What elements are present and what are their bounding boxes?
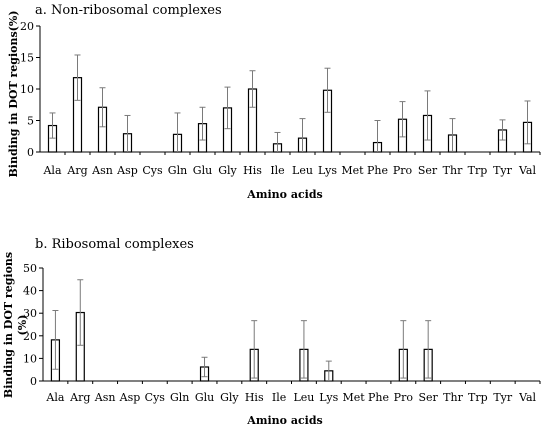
x-tick-label: Arg [69, 391, 90, 404]
bars [47, 77, 533, 153]
x-tick-label: Gly [220, 391, 239, 404]
y-axis-label-line-2: (%) [16, 315, 29, 336]
x-ticks: Ala Arg Asn Asp Cys Gln Glu Gly His Ile Leu Lys Met P… [42, 152, 541, 177]
x-tick-label: Met [343, 391, 366, 404]
chart-ribosomal: b. Ribosomal complexes Binding in DOT re… [2, 237, 541, 427]
x-tick-label: Pro [394, 391, 414, 404]
x-tick-label: His [243, 164, 262, 177]
x-tick-label: Gly [218, 164, 237, 177]
y-tick-label: 50 [23, 262, 37, 275]
x-axis-label: Amino acids [246, 188, 322, 201]
x-tick-label: Met [341, 164, 364, 177]
x-tick-label: Arg [66, 164, 87, 177]
x-tick-label: Phe [367, 164, 388, 177]
error-bars [52, 279, 432, 382]
bars [50, 311, 433, 382]
y-tick-label: 0 [30, 375, 37, 388]
x-tick-label: Thr [443, 391, 463, 404]
x-tick-label: Val [518, 164, 536, 177]
x-tick-label: Trp [468, 391, 488, 404]
x-tick-label: Tyr [493, 164, 513, 177]
y-tick-label: 20 [20, 20, 34, 33]
y-tick-label: 5 [27, 115, 34, 128]
x-tick-label: Thr [443, 164, 463, 177]
x-tick-label: Ile [270, 164, 284, 177]
error-bars [49, 54, 531, 152]
x-tick-label: Ser [418, 164, 438, 177]
x-tick-label: Asn [91, 164, 113, 177]
x-tick-label: Asn [94, 391, 116, 404]
x-tick-label: Cys [145, 391, 166, 404]
x-tick-label: Tyr [493, 391, 513, 404]
x-tick-label: Pro [393, 164, 413, 177]
x-axis-label: Amino acids [246, 414, 322, 427]
x-tick-label: His [245, 391, 264, 404]
x-tick-label: Cys [142, 164, 163, 177]
y-tick-label: 15 [20, 52, 34, 65]
x-tick-label: Phe [368, 391, 389, 404]
x-tick-label: Asp [116, 164, 138, 177]
x-tick-label: Trp [468, 164, 488, 177]
x-tick-label: Gln [170, 391, 189, 404]
y-ticks: 0 5 10 15 20 [20, 20, 40, 159]
x-tick-label: Ile [272, 391, 286, 404]
x-tick-label: Leu [292, 164, 313, 177]
y-tick-label: 40 [23, 285, 37, 298]
y-tick-label: 10 [23, 352, 37, 365]
x-ticks: Ala Arg Asn Asp Cys Gln Glu Gly His Ile Leu Lys Met P… [45, 381, 541, 404]
x-tick-label: Glu [193, 164, 212, 177]
y-axis-label: Binding in DOT regions (%) [2, 252, 29, 398]
x-tick-label: Glu [195, 391, 214, 404]
chart-title: a. Non-ribosomal complexes [35, 3, 222, 18]
y-axis-label: Binding in DOT regions(%) [7, 10, 20, 177]
x-tick-label: Gln [168, 164, 187, 177]
chart-non-ribosomal: a. Non-ribosomal complexes Binding in DO… [7, 3, 541, 201]
axes [39, 26, 540, 153]
y-tick-label: 10 [20, 83, 34, 96]
y-tick-label: 30 [23, 307, 37, 320]
y-tick-label: 0 [27, 146, 34, 159]
y-axis-label-text: Binding in DOT regions(%) [7, 10, 20, 177]
y-ticks: 0 10 20 30 40 50 [23, 262, 43, 388]
x-tick-label: Lys [318, 164, 337, 177]
axes [42, 268, 540, 382]
x-tick-label: Lys [319, 391, 338, 404]
chart-title: b. Ribosomal complexes [35, 237, 194, 252]
x-tick-label: Ala [42, 164, 61, 177]
y-axis-label-line-1: Binding in DOT regions [2, 252, 15, 398]
x-tick-label: Asp [119, 391, 141, 404]
x-tick-label: Ala [45, 391, 64, 404]
y-tick-label: 20 [23, 330, 37, 343]
x-tick-label: Ser [419, 391, 439, 404]
x-tick-label: Leu [293, 391, 314, 404]
x-tick-label: Val [518, 391, 536, 404]
